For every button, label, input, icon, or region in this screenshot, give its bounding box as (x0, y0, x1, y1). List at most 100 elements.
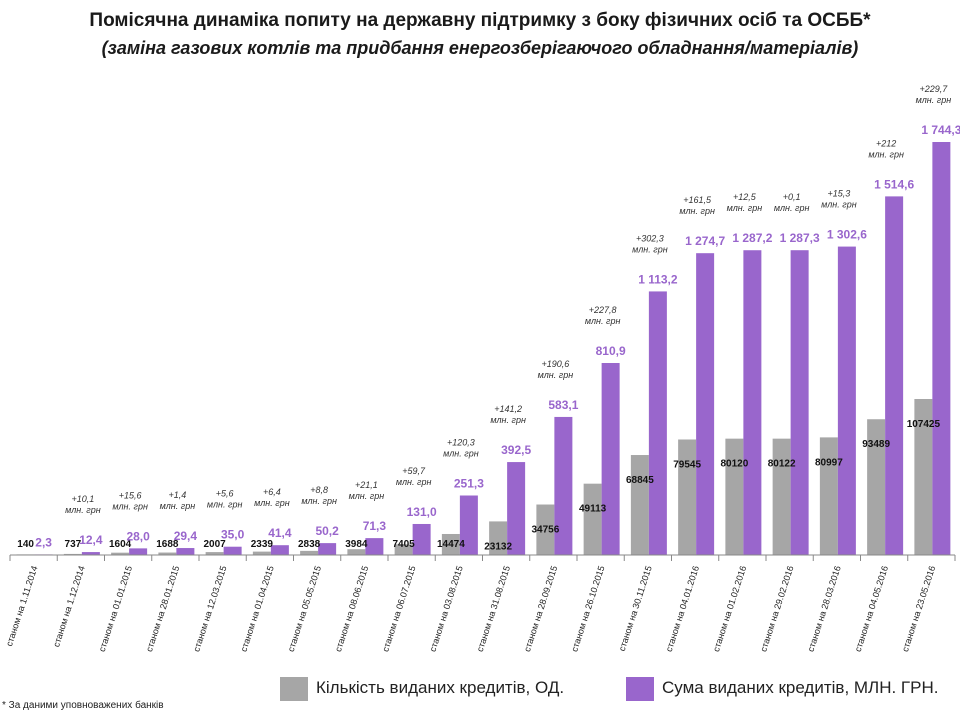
x-tick-label: станом на 30.11.2015 (617, 565, 654, 653)
sum-label: 29,4 (174, 529, 198, 543)
x-tick-label: станом на 28.09.2015 (522, 565, 559, 653)
increment-unit: млн. грн (632, 244, 668, 254)
legend-label-sum: Сума виданих кредитів, МЛН. ГРН. (662, 678, 939, 697)
chart-subtitle: (заміна газових котлів та придбання енер… (101, 38, 859, 58)
x-tick-label: станом на 12.03.2015 (191, 565, 228, 653)
count-label: 2339 (251, 539, 274, 550)
count-bar (63, 553, 82, 555)
count-bar (867, 419, 886, 555)
increment-value: +6,4 (263, 487, 281, 497)
increment-value: +0,1 (783, 192, 801, 202)
increment-value: +190,6 (541, 359, 569, 369)
sum-label: 71,3 (363, 519, 387, 533)
sum-bar (601, 363, 620, 555)
count-label: 7405 (393, 539, 416, 550)
count-label: 34756 (531, 525, 559, 536)
count-label: 79545 (673, 459, 701, 470)
increment-value: +141,2 (494, 404, 522, 414)
increment-value: +120,3 (447, 437, 475, 447)
increment-unit: млн. грн (538, 370, 574, 380)
increment-value: +161,5 (683, 195, 712, 205)
increment-unit: млн. грн (112, 501, 148, 511)
increment-unit: млн. грн (727, 203, 763, 213)
sum-label: 1 514,6 (874, 177, 914, 191)
x-tick-label: станом на 26.10.2015 (569, 565, 606, 653)
sum-bar (270, 545, 289, 555)
x-tick-label: станом на 03.08.2015 (428, 565, 465, 653)
count-bar (583, 483, 602, 555)
increment-unit: млн. грн (868, 149, 904, 159)
chart-title: Помісячна динаміка попиту на державну пі… (89, 10, 871, 31)
increment-unit: млн. грн (160, 501, 196, 511)
sum-bar (318, 543, 337, 555)
x-tick-label: станом на 01.02.2016 (711, 565, 748, 653)
count-label: 23132 (484, 541, 512, 552)
sum-label: 2,3 (35, 535, 52, 549)
legend-swatch-count (280, 677, 308, 701)
count-label: 80120 (720, 459, 748, 470)
increment-unit: млн. грн (396, 477, 432, 487)
x-tick-label: станом на 04.05.2016 (853, 565, 890, 653)
increment-unit: млн. грн (254, 498, 290, 508)
x-tick-label: станом на 1.12.2014 (51, 565, 87, 649)
sum-bar (412, 523, 431, 555)
count-label: 140 (17, 539, 34, 550)
count-label: 93489 (862, 439, 890, 450)
count-label: 1688 (156, 539, 179, 550)
sum-bar (932, 142, 951, 555)
increment-value: +59,7 (402, 466, 426, 476)
count-label: 737 (65, 539, 82, 550)
x-tick-label: станом на 01.04.2015 (239, 565, 276, 653)
sum-label: 1 744,3 (921, 123, 960, 137)
sum-label: 810,9 (596, 344, 626, 358)
count-label: 68845 (626, 475, 654, 486)
sum-bar (81, 552, 100, 555)
increment-unit: млн. грн (65, 505, 101, 515)
sum-label: 50,2 (315, 524, 339, 538)
increment-unit: млн. грн (821, 200, 857, 210)
x-tick-label: станом на 04.01.2016 (664, 565, 701, 653)
count-bar (630, 455, 649, 555)
count-label: 14474 (437, 539, 465, 550)
sum-bar (837, 246, 856, 555)
count-bar (489, 521, 508, 555)
increment-value: +21,1 (355, 480, 378, 490)
increment-unit: млн. грн (301, 496, 337, 506)
increment-value: +1,4 (168, 490, 186, 500)
count-bar (394, 544, 413, 555)
increment-value: +212 (876, 138, 896, 148)
count-label: 2838 (298, 539, 321, 550)
x-tick-label: станом на 08.06.2015 (333, 565, 370, 653)
sum-bar (790, 250, 809, 555)
count-bar (819, 437, 838, 555)
sum-bar (885, 196, 904, 555)
sum-label: 1 287,2 (732, 231, 772, 245)
x-tick-label: станом на 31.08.2015 (475, 565, 512, 653)
sum-bar (223, 546, 242, 555)
increment-unit: млн. грн (774, 203, 810, 213)
increment-unit: млн. грн (207, 500, 243, 510)
increment-unit: млн. грн (349, 491, 385, 501)
x-tick-label: станом на 28.01.2015 (144, 565, 181, 653)
increment-value: +10,1 (71, 494, 94, 504)
count-bar (914, 399, 933, 555)
increment-value: +12,5 (733, 192, 757, 202)
count-label: 3984 (345, 539, 368, 550)
count-label: 2007 (204, 539, 227, 550)
increment-value: +229,7 (919, 84, 948, 94)
sum-bar (459, 495, 478, 555)
sum-bar (507, 462, 526, 555)
increment-value: +227,8 (589, 305, 617, 315)
increment-unit: млн. грн (585, 316, 621, 326)
increment-value: +15,6 (119, 490, 142, 500)
increment-value: +15,3 (827, 189, 850, 199)
count-label: 49113 (579, 504, 607, 515)
sum-bar (743, 250, 762, 555)
sum-bar (129, 548, 148, 555)
sum-label: 392,5 (501, 443, 531, 457)
count-bar (725, 438, 744, 555)
sum-label: 28,0 (126, 529, 150, 543)
count-label: 1604 (109, 539, 132, 550)
count-bar (536, 504, 555, 555)
count-label: 107425 (907, 419, 941, 430)
